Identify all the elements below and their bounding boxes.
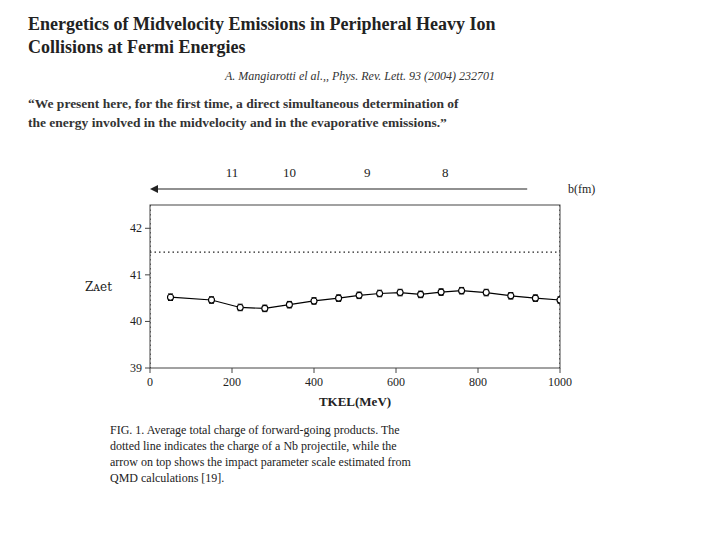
- data-point: [377, 290, 383, 296]
- x-tick: [314, 368, 315, 373]
- x-tick-label: 600: [387, 375, 405, 389]
- x2-tick-label: 11: [226, 165, 239, 180]
- data-point: [356, 292, 362, 298]
- error-bar: [209, 297, 214, 304]
- error-bar: [238, 304, 243, 311]
- data-point: [532, 295, 538, 301]
- error-bar: [533, 295, 538, 302]
- subtitle: A. Mangiarotti el al.,, Phys. Rev. Lett.…: [224, 69, 495, 83]
- y-tick: [145, 274, 150, 275]
- chart: Energetics of Midvelocity Emissions in P…: [0, 0, 720, 540]
- error-bar: [377, 290, 382, 297]
- error-bar: [287, 301, 292, 308]
- data-point: [209, 297, 215, 303]
- data-point: [311, 298, 317, 304]
- y-tick-label: 42: [130, 221, 142, 235]
- x2-axis-label: b(fm): [568, 182, 595, 196]
- reference-line: [150, 251, 560, 252]
- x-tick-label: 400: [305, 375, 323, 389]
- y-tick-label: 41: [130, 268, 142, 282]
- data-point: [336, 295, 342, 301]
- error-bar: [312, 298, 317, 305]
- error-bar: [558, 297, 561, 304]
- plot-frame: [150, 205, 560, 368]
- x-tick: [478, 368, 479, 373]
- quote-line: “We present here, for the first time, a …: [28, 96, 459, 111]
- data-point: [438, 289, 444, 295]
- caption: FIG. 1. Average total charge of forward-…: [110, 423, 412, 485]
- y-axis-label: Zᴀet: [85, 280, 112, 294]
- data-point: [168, 294, 174, 300]
- x-tick-label: 800: [469, 375, 487, 389]
- quote: “We present here, for the first time, a …: [28, 96, 459, 130]
- error-bar: [484, 289, 489, 296]
- data-point: [508, 293, 514, 299]
- error-bar: [398, 289, 403, 296]
- caption-line: QMD calculations [19].: [110, 471, 224, 485]
- x2-tick-label: 8: [442, 165, 449, 180]
- b-arrow: [152, 188, 527, 189]
- x-tick-label: 1000: [548, 375, 572, 389]
- x2-tick-label: 9: [364, 165, 371, 180]
- x-tick: [560, 368, 561, 373]
- x-tick-label: 200: [223, 375, 241, 389]
- series-line: [171, 291, 561, 309]
- data-point: [557, 297, 560, 303]
- x2-tick-label: 10: [283, 165, 296, 180]
- y-tick: [145, 368, 150, 369]
- error-bar: [357, 292, 362, 299]
- error-bar: [459, 287, 464, 294]
- x-axis-label: TKEL(MeV): [319, 394, 391, 409]
- title-line: Collisions at Fermi Energies: [28, 37, 245, 57]
- y-tick-label: 40: [130, 314, 142, 328]
- y-tick-label: 39: [130, 361, 142, 375]
- data-point: [459, 288, 465, 294]
- quote-line: the energy involved in the midvelocity a…: [28, 115, 447, 130]
- b-arrow-head: [150, 185, 158, 193]
- y-tick: [145, 321, 150, 322]
- x-tick-label: 0: [147, 375, 153, 389]
- caption-line: arrow on top shows the impact parameter …: [110, 455, 412, 469]
- error-bar: [418, 291, 423, 298]
- x-tick: [396, 368, 397, 373]
- data-point: [262, 305, 268, 311]
- error-bar: [508, 293, 513, 300]
- x-tick: [232, 368, 233, 373]
- caption-line: dotted line indicates the charge of a Nb…: [110, 439, 397, 453]
- data-point: [483, 290, 489, 296]
- title: Energetics of Midvelocity Emissions in P…: [28, 14, 495, 57]
- data-point: [418, 291, 424, 297]
- title-line: Energetics of Midvelocity Emissions in P…: [28, 14, 495, 34]
- plot-area: [150, 205, 560, 368]
- data-point: [237, 304, 243, 310]
- caption-line: FIG. 1. Average total charge of forward-…: [110, 423, 400, 437]
- error-bar: [439, 289, 444, 296]
- reference-line: [150, 205, 151, 368]
- x-tick: [150, 368, 151, 373]
- data-point: [286, 302, 292, 308]
- y-tick: [145, 228, 150, 229]
- reference-line: [559, 205, 560, 368]
- error-bar: [168, 294, 173, 301]
- error-bar: [262, 305, 267, 312]
- error-bar: [336, 295, 341, 302]
- data-point: [397, 290, 403, 296]
